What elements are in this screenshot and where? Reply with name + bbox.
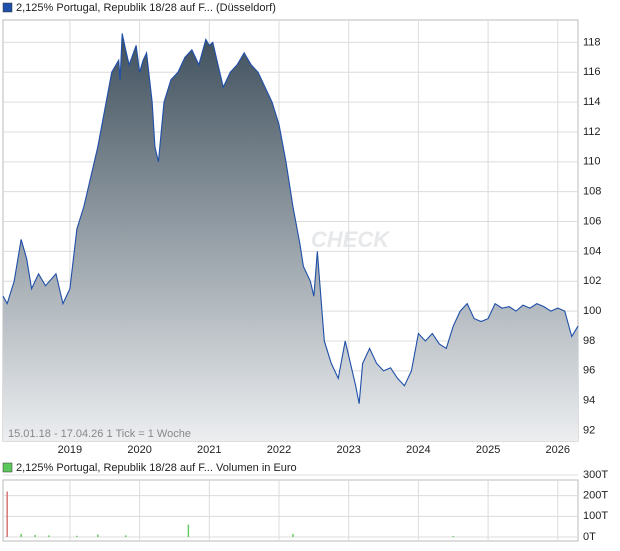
- y-tick-label: 100T: [583, 510, 608, 522]
- x-tick-label: 2019: [58, 444, 82, 456]
- y-tick-label: 98: [583, 335, 595, 347]
- area-fill: [3, 33, 578, 442]
- y-tick-label: 116: [583, 66, 601, 78]
- x-tick-label: 2021: [197, 444, 221, 456]
- y-tick-label: 102: [583, 275, 601, 287]
- volume-bar: [187, 524, 190, 537]
- y-tick-label: 0T: [583, 531, 596, 543]
- x-tick-label: 2020: [127, 444, 151, 456]
- y-tick-label: 112: [583, 126, 601, 138]
- volume-bar: [97, 534, 99, 537]
- volume-bar: [76, 535, 78, 537]
- y-tick-label: 100: [583, 305, 601, 317]
- chart-title: 2,125% Portugal, Republik 18/28 auf F...…: [16, 2, 276, 14]
- plot-frame: [2, 479, 579, 542]
- price-line: [2, 33, 579, 404]
- period-note: 15.01.18 - 17.04.26 1 Tick = 1 Woche: [8, 428, 191, 440]
- x-tick-label: 2024: [406, 444, 430, 456]
- x-tick-label: 2022: [267, 444, 291, 456]
- y-tick-label: 300T: [583, 469, 608, 481]
- chart-title: 2,125% Portugal, Republik 18/28 auf F...…: [16, 462, 297, 474]
- y-tick-label: 110: [583, 156, 601, 168]
- volume-bar: [452, 535, 454, 537]
- volume-bar: [6, 491, 8, 537]
- watermark: CHECK: [311, 227, 391, 252]
- y-tick-label: 94: [583, 395, 595, 407]
- volume-bar: [48, 535, 50, 537]
- y-tick-label: 114: [583, 96, 601, 108]
- volume-bar: [292, 533, 294, 537]
- x-tick-label: 2026: [546, 444, 570, 456]
- y-tick-label: 104: [583, 245, 601, 257]
- x-tick-label: 2023: [336, 444, 360, 456]
- legend-swatch: [2, 462, 13, 473]
- y-tick-label: 92: [583, 424, 595, 436]
- y-tick-label: 108: [583, 186, 601, 198]
- y-tick-label: 106: [583, 215, 601, 227]
- y-tick-label: 200T: [583, 490, 608, 502]
- y-tick-label: 96: [583, 365, 595, 377]
- legend-swatch: [2, 2, 13, 13]
- volume-bar: [20, 533, 22, 537]
- volume-bar: [34, 534, 36, 537]
- x-tick-label: 2025: [476, 444, 500, 456]
- y-tick-label: 118: [583, 36, 601, 48]
- volume-bar: [124, 535, 127, 537]
